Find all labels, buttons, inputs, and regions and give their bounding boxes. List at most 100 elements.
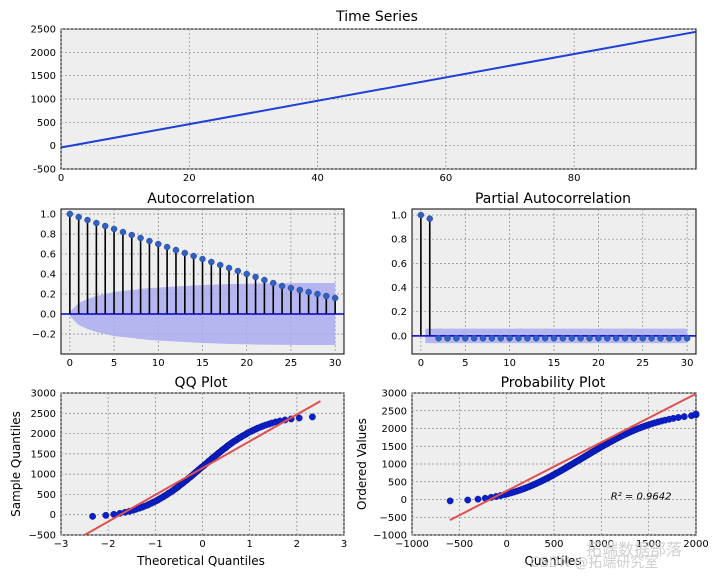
acf-xtick-label-0: 0: [67, 358, 73, 369]
pacf-stem-marker-24: [630, 335, 638, 342]
acf-ytick-label-2: 0.2: [40, 290, 56, 301]
pacf-xtick-label-3: 15: [548, 358, 561, 369]
qq-point-1: [102, 511, 110, 519]
acf-ytick-label-3: 0.4: [40, 270, 56, 281]
pacf-stem-marker-22: [612, 335, 620, 342]
prob-xtick-label-1: −500: [446, 539, 473, 550]
qq-xtick-label-1: −2: [101, 539, 116, 550]
acf-stem-marker-13: [181, 249, 189, 257]
ts-ytick-label-0: -500: [33, 165, 56, 176]
acf-stem-marker-18: [225, 264, 233, 272]
pacf-stem-marker-27: [657, 335, 664, 342]
acf-xtick-label-1: 5: [111, 358, 117, 369]
pacf-ytick-label-2: 0.4: [391, 283, 407, 294]
pacf-xtick-label-5: 25: [636, 358, 649, 369]
prob-xtick-label-0: −1000: [395, 539, 429, 550]
acf-stem-marker-3: [93, 219, 100, 227]
pacf-stem-marker-10: [506, 335, 513, 342]
acf-stem-marker-17: [216, 261, 224, 269]
pacf-stem-marker-9: [497, 335, 504, 342]
pacf-stem-marker-25: [639, 335, 646, 342]
ts-xtick-label-3: 60: [439, 173, 452, 184]
acf-stem-marker-23: [270, 279, 277, 287]
ylabel-probability-plot: Ordered Values: [355, 418, 369, 510]
pacf-xtick-label-2: 10: [503, 358, 516, 369]
ts-ytick-label-6: 2500: [31, 25, 56, 36]
pacf-stem-marker-21: [604, 335, 611, 342]
plot-content-time-series: [60, 30, 697, 149]
acf-stem-marker-2: [84, 216, 91, 224]
acf-stem-marker-22: [261, 276, 268, 284]
qq-ytick-label-0: −500: [29, 531, 56, 542]
pacf-stem-marker-1: [426, 215, 433, 222]
qq-xtick-label-6: 3: [341, 539, 347, 550]
qq-point-0: [89, 512, 97, 520]
title-autocorrelation: Autocorrelation: [147, 191, 255, 207]
pacf-stem-marker-8: [488, 335, 496, 342]
qq-ytick-label-1: 0: [50, 510, 56, 521]
pacf-stem-marker-7: [479, 335, 487, 342]
acf-stem-marker-30: [331, 294, 339, 302]
ts-xtick-label-1: 20: [183, 173, 196, 184]
pacf-stem-marker-26: [648, 335, 655, 342]
prob-point-0: [446, 497, 454, 505]
prob-xtick-label-5: 1500: [636, 539, 661, 550]
pacf-stem-marker-18: [577, 335, 584, 342]
acf-stem-marker-15: [199, 255, 206, 263]
acf-stem-marker-11: [163, 243, 171, 251]
pacf-stem-marker-4: [453, 335, 460, 342]
qq-ytick-label-3: 1000: [31, 470, 56, 481]
tick-labels-partial-autocorrelation: 0 5 10 15 20 25 30 0.0 0.2 0.4 0.6 0.8 1.0: [391, 211, 693, 369]
qq-ytick-label-2: 500: [37, 490, 56, 501]
ts-ytick-label-5: 2000: [31, 48, 56, 59]
qq-xtick-label-4: 1: [246, 539, 252, 550]
prob-ytick-label-5: 1500: [382, 442, 407, 453]
acf-stem-marker-14: [190, 252, 197, 260]
pacf-xtick-label-1: 5: [462, 358, 468, 369]
pacf-stem-marker-2: [435, 335, 442, 342]
pacf-stem-marker-14: [541, 335, 549, 342]
acf-stem-marker-29: [323, 292, 330, 300]
prob-reference-line: [449, 392, 697, 521]
prob-r-squared-annotation: R² = 0.9642: [611, 492, 672, 503]
acf-stem-marker-6: [119, 228, 127, 236]
tick-labels-qq-plot: −3 −2 −1 0 1 2 3 −500 0 500 1000 1500 2000 2500 3000: [29, 389, 348, 551]
prob-ytick-label-8: 3000: [382, 389, 407, 400]
plot-content-probability-plot: R² = 0.9642: [446, 392, 700, 521]
pacf-stem-marker-13: [533, 335, 540, 342]
title-partial-autocorrelation: Partial Autocorrelation: [475, 191, 631, 207]
prob-ytick-label-7: 2500: [382, 406, 407, 417]
title-probability-plot: Probability Plot: [501, 375, 606, 391]
pacf-stem-marker-23: [621, 335, 629, 342]
acf-stem-marker-27: [305, 288, 312, 296]
prob-xtick-label-3: 500: [544, 539, 563, 550]
pacf-stem-marker-28: [666, 335, 673, 342]
pacf-stem-marker-17: [568, 335, 575, 342]
pacf-stem-marker-29: [675, 335, 682, 342]
ts-ytick-label-3: 1000: [31, 95, 56, 106]
acf-stem-marker-1: [75, 213, 82, 221]
panel-autocorrelation: Autocorrelation 0 5 10 15 20 25 30 −0.2 0.0 0.2 0.…: [32, 191, 345, 369]
qq-xtick-label-0: −3: [54, 539, 69, 550]
ylabel-qq-plot: Sample Quantiles: [9, 411, 23, 517]
xlabel-qq-plot: Theoretical Quantiles: [136, 554, 265, 568]
panel-time-series: Time Series 0 20 40 60 80-500050010001500200…: [31, 9, 697, 185]
acf-stem-marker-7: [128, 231, 135, 239]
grid-time-series: [60, 28, 696, 170]
acf-stem-marker-5: [110, 225, 118, 233]
qq-point-97: [295, 414, 303, 422]
acf-ytick-label-1: 0.0: [40, 310, 56, 321]
prob-ytick-label-6: 2000: [382, 424, 407, 435]
plot-content-partial-autocorrelation: [412, 211, 696, 344]
pacf-stem-marker-16: [559, 335, 567, 342]
qq-xtick-label-5: 2: [294, 539, 300, 550]
ts-xtick-label-2: 40: [311, 173, 324, 184]
pacf-ytick-label-5: 1.0: [391, 211, 407, 222]
ts-ytick-label-4: 1500: [31, 71, 56, 82]
acf-ytick-label-4: 0.6: [40, 250, 56, 261]
prob-xtick-label-4: 1000: [589, 539, 614, 550]
prob-point-94: [674, 414, 682, 421]
pacf-stem-marker-11: [515, 335, 522, 342]
acf-stem-marker-28: [314, 290, 321, 298]
